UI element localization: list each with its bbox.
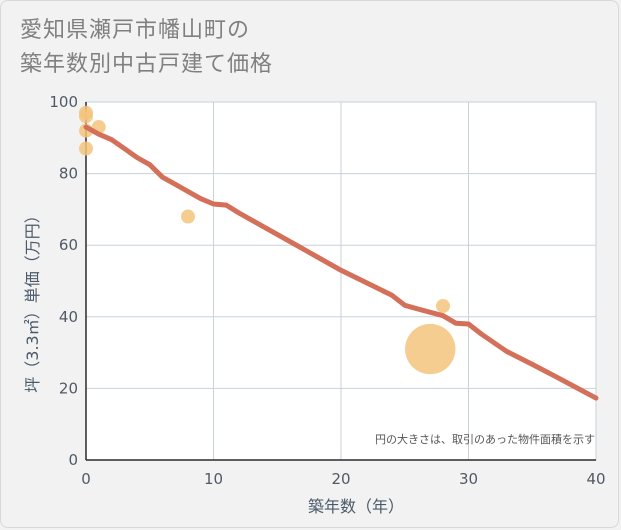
data-point — [436, 299, 450, 314]
title-line-2: 築年数別中古戸建て価格 — [20, 52, 274, 77]
data-point — [79, 109, 93, 124]
chart-title: 愛知県瀬戸市幡山町の 築年数別中古戸建て価格 — [20, 14, 273, 82]
x-tick-label: 0 — [81, 470, 91, 488]
x-tick-label: 10 — [204, 470, 223, 488]
size-note: 円の大きさは、取引のあった物件面積を示す — [375, 432, 595, 446]
y-tick-label: 20 — [59, 379, 78, 397]
data-point — [181, 209, 195, 224]
grid — [85, 101, 597, 461]
y-tick-label: 0 — [68, 451, 78, 469]
x-tick-label: 40 — [586, 470, 605, 488]
x-axis-label: 築年数（年） — [308, 497, 404, 516]
y-tick-label: 100 — [49, 93, 78, 111]
data-point — [405, 323, 456, 375]
x-tick-label: 30 — [459, 470, 478, 488]
y-tick-label: 60 — [59, 236, 78, 254]
data-points — [79, 105, 456, 375]
tick-labels: 0 10 20 30 40 0 20 40 60 80 100 — [49, 93, 605, 488]
trend-path — [83, 124, 599, 401]
y-tick-label: 40 — [59, 308, 78, 326]
x-tick-label: 20 — [331, 470, 350, 488]
y-axis-label: 坪（3.3㎡）単価（万円） — [23, 207, 42, 392]
y-tick-label: 80 — [59, 165, 78, 183]
trend-line — [83, 124, 599, 401]
data-point — [79, 141, 93, 156]
title-line-1: 愛知県瀬戸市幡山町の — [20, 18, 251, 43]
